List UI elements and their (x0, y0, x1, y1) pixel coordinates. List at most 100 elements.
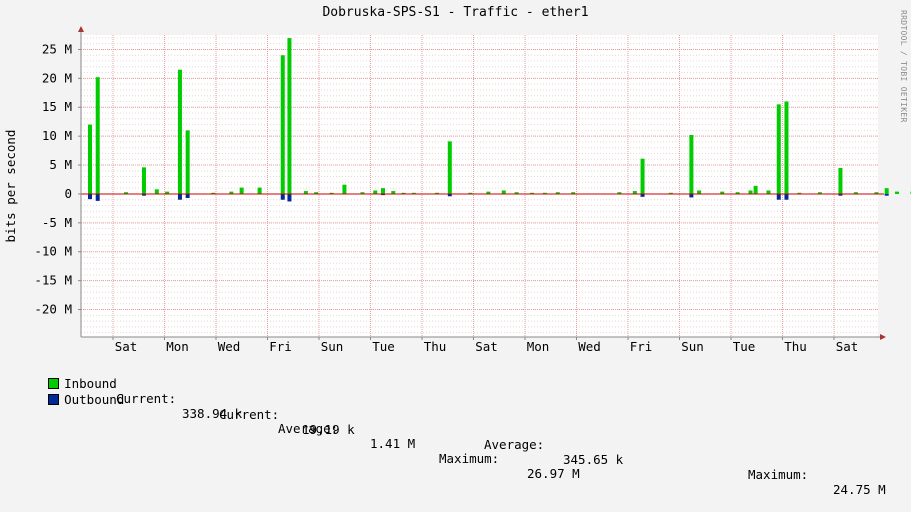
outbound-bar (95, 193, 100, 201)
outbound-current-label: Current: (219, 407, 280, 422)
x-tick-label: Tue (372, 339, 395, 354)
y-tick-label: -15 M (34, 273, 72, 288)
inbound-bar (501, 190, 506, 194)
inbound-bar (360, 192, 365, 194)
outbound-bar (838, 193, 843, 196)
inbound-bar (640, 158, 645, 194)
outbound-bar (287, 193, 292, 202)
inbound-bar (229, 191, 234, 194)
outbound-average-label: Average: (484, 437, 545, 452)
x-tick-label: Mon (527, 339, 550, 354)
x-tick-label: Sat (475, 339, 498, 354)
inbound-bar (874, 192, 879, 194)
x-tick-label: Thu (784, 339, 807, 354)
inbound-bar (88, 124, 92, 194)
axes (78, 26, 886, 340)
outbound-maximum-value: 24.75 M (833, 482, 886, 497)
inbound-average-value: 1.41 M (370, 436, 416, 451)
y-axis-label: bits per second (3, 130, 18, 243)
y-tick-label: -20 M (34, 302, 72, 317)
x-tick-label: Sat (115, 339, 138, 354)
inbound-bar (211, 192, 216, 194)
y-tick-label: 15 M (42, 99, 72, 114)
inbound-bar (314, 192, 319, 194)
inbound-maximum-value: 26.97 M (527, 466, 580, 481)
inbound-bar (154, 189, 159, 194)
inbound-maximum-label: Maximum: (439, 451, 500, 466)
outbound-bar (884, 193, 889, 196)
inbound-bar (776, 104, 781, 194)
watermark-label: RRDTOOL / TOBI OETIKER (899, 10, 908, 123)
x-tick-label: Mon (166, 339, 189, 354)
inbound-bar (753, 185, 758, 194)
y-tick-label: 25 M (42, 41, 72, 56)
inbound-bar (329, 192, 334, 194)
inbound-bar (697, 190, 702, 194)
inbound-bar (434, 192, 439, 194)
inbound-bar (257, 187, 262, 194)
traffic-chart: 25 M 20 M 15 M 10 M 5 M 0 -5 M -10 M -15 M -20 M S… (3, 26, 911, 354)
x-tick-label: Wed (218, 339, 241, 354)
inbound-bar (735, 192, 740, 194)
inbound-bar (542, 192, 547, 194)
inbound-bar (380, 188, 385, 194)
tick-labels: 25 M 20 M 15 M 10 M 5 M 0 -5 M -10 M -15 M -20 M S… (34, 41, 858, 354)
inbound-bar (514, 192, 519, 194)
x-tick-label: Sun (321, 339, 344, 354)
inbound-bar (555, 192, 560, 194)
inbound-bar (447, 141, 452, 194)
outbound-bar (141, 193, 146, 196)
inbound-bar (784, 101, 789, 194)
inbound-bar (391, 191, 396, 194)
inbound-bar (617, 192, 622, 194)
inbound-bar (373, 190, 378, 194)
inbound-swatch (48, 378, 60, 389)
x-tick-label: Fri (630, 339, 653, 354)
inbound-bar (668, 192, 673, 194)
inbound-bar (797, 192, 802, 194)
inbound-bar (239, 187, 244, 194)
x-axis-arrow (880, 334, 886, 340)
inbound-bar (123, 192, 128, 194)
x-tick-label: Sun (681, 339, 704, 354)
inbound-bar (411, 192, 416, 194)
outbound-bar (380, 193, 385, 196)
outbound-bar (88, 193, 92, 200)
inbound-bar (342, 184, 347, 194)
outbound-bar (784, 193, 789, 200)
outbound-bar (776, 193, 781, 200)
inbound-bar (530, 192, 535, 194)
inbound-bar (401, 192, 406, 194)
inbound-bar (486, 191, 491, 194)
y-tick-label: 0 (64, 186, 72, 201)
inbound-bar (468, 192, 473, 194)
x-tick-label: Tue (733, 339, 756, 354)
series-bars (88, 38, 911, 202)
inbound-bar (894, 191, 899, 194)
inbound-bar (571, 192, 576, 194)
inbound-bar (817, 192, 822, 194)
inbound-bar (141, 167, 146, 194)
outbound-maximum-label: Maximum: (748, 467, 809, 482)
outbound-bar (640, 193, 645, 197)
inbound-bar (884, 188, 889, 194)
inbound-bar (177, 69, 182, 194)
x-tick-label: Sat (836, 339, 859, 354)
y-tick-label: -5 M (42, 215, 72, 230)
outbound-current-value: 19.19 k (302, 422, 355, 437)
inbound-bar (720, 191, 725, 194)
outbound-bar (185, 193, 190, 198)
outbound-bar (177, 193, 182, 200)
plot-area (81, 35, 878, 337)
graph-title: Dobruska-SPS-S1 - Traffic - ether1 (322, 5, 589, 20)
legend-row-outbound: Outbound Current: 19.19 k Average: 345.6… (18, 377, 886, 512)
y-axis-arrow (78, 26, 84, 32)
inbound-bar (280, 55, 285, 194)
inbound-bar (689, 134, 694, 194)
inbound-bar (838, 167, 843, 194)
inbound-bar (853, 192, 858, 194)
inbound-bar (766, 190, 771, 194)
outbound-average-value: 345.65 k (563, 452, 624, 467)
inbound-bar (95, 77, 100, 194)
inbound-bar (287, 38, 292, 194)
